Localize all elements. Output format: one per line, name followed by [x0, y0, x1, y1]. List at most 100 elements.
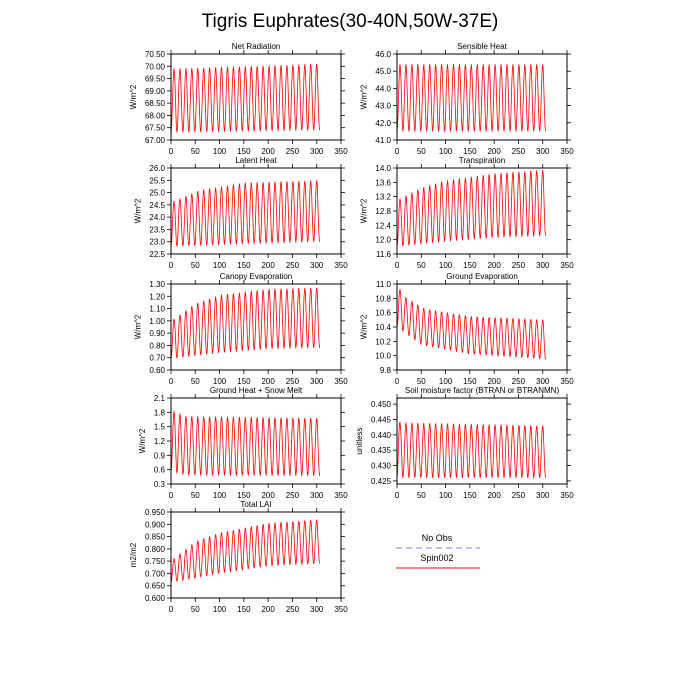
y-axis-label: W/m^2	[134, 314, 143, 339]
x-tick-label: 300	[310, 491, 324, 500]
series-line-spin002	[170, 411, 320, 476]
plot-frame	[396, 397, 568, 485]
x-tick-label: 350	[560, 491, 574, 500]
x-tick-label: 50	[191, 261, 200, 270]
x-tick-label: 150	[237, 147, 251, 156]
x-tick-label: 100	[213, 261, 227, 270]
y-tick-label: 43.0	[375, 102, 391, 111]
x-tick-label: 0	[169, 147, 174, 156]
series-line-spin002	[396, 169, 546, 247]
y-tick-label: 70.50	[145, 50, 166, 59]
series-line-spin002	[396, 421, 546, 478]
x-tick-label: 350	[560, 377, 574, 386]
x-tick-label: 200	[261, 491, 275, 500]
panel-title: Net Radiation	[232, 42, 280, 51]
x-tick-label: 250	[286, 261, 300, 270]
y-tick-label: 0.650	[145, 582, 166, 591]
x-tick-label: 50	[417, 491, 426, 500]
y-tick-label: 0.60	[149, 366, 165, 375]
y-tick-label: 0.750	[145, 557, 166, 566]
x-tick-label: 300	[310, 147, 324, 156]
y-tick-label: 10.2	[375, 337, 391, 346]
x-tick-label: 100	[213, 605, 227, 614]
y-tick-label: 0.850	[145, 533, 166, 542]
x-tick-label: 150	[237, 377, 251, 386]
y-tick-label: 10.0	[375, 352, 391, 361]
y-tick-label: 13.2	[375, 193, 391, 202]
y-axis-label: unitless	[355, 427, 364, 454]
series-line-spin002	[396, 64, 546, 132]
panel-title: Transpiration	[459, 156, 505, 165]
x-tick-label: 0	[169, 491, 174, 500]
x-tick-label: 100	[439, 377, 453, 386]
x-tick-label: 200	[487, 491, 501, 500]
y-tick-label: 0.80	[149, 341, 165, 350]
y-tick-label: 11.6	[376, 250, 392, 259]
series-line-spin002	[170, 287, 320, 359]
panel-2: 0 50 100 150 200 250 300 350 22.5 23.0 23.5 24.0 24.…	[134, 156, 349, 270]
y-tick-label: 25.5	[149, 176, 165, 185]
y-tick-label: 9.8	[380, 366, 392, 375]
x-tick-label: 250	[286, 377, 300, 386]
y-tick-label: 0.450	[371, 400, 392, 409]
x-tick-label: 350	[334, 377, 348, 386]
x-tick-label: 250	[286, 491, 300, 500]
x-tick-label: 200	[261, 605, 275, 614]
x-tick-label: 300	[536, 491, 550, 500]
y-tick-label: 1.20	[149, 292, 165, 301]
plot-frame	[170, 53, 342, 141]
x-tick-label: 350	[334, 605, 348, 614]
y-tick-label: 44.0	[375, 84, 391, 93]
y-tick-label: 0.90	[149, 329, 165, 338]
x-tick-label: 0	[395, 147, 400, 156]
y-tick-label: 67.50	[145, 124, 166, 133]
x-tick-label: 150	[237, 261, 251, 270]
y-tick-label: 1.00	[149, 317, 165, 326]
y-tick-label: 46.0	[375, 50, 391, 59]
series-line-spin002	[396, 289, 546, 360]
panel-title: Ground Evaporation	[446, 272, 518, 281]
x-tick-label: 100	[213, 491, 227, 500]
y-tick-label: 70.00	[145, 62, 166, 71]
panel-8: 0 50 100 150 200 250 300 350 0.600 0.650 0.700 0.75…	[129, 500, 348, 614]
x-tick-label: 0	[395, 377, 400, 386]
y-axis-label: W/m^2	[360, 198, 369, 223]
x-tick-label: 300	[310, 261, 324, 270]
plot-frame	[170, 283, 342, 371]
y-axis-label: W/m^2	[129, 84, 138, 109]
y-tick-label: 42.0	[375, 119, 391, 128]
y-tick-label: 0.800	[145, 545, 166, 554]
y-tick-label: 24.5	[149, 201, 165, 210]
x-tick-label: 50	[191, 377, 200, 386]
legend-label-spin002: Spin002	[420, 553, 453, 563]
panel-title: Total LAI	[240, 500, 271, 509]
legend-label-no-obs: No Obs	[422, 533, 453, 543]
panels: 0 50 100 150 200 250 300 350 67.00 67.50 68.00 68.5…	[129, 42, 574, 614]
y-tick-label: 68.50	[145, 99, 166, 108]
y-tick-label: 45.0	[375, 67, 391, 76]
x-tick-label: 300	[536, 261, 550, 270]
y-tick-label: 14.0	[375, 164, 391, 173]
x-tick-label: 250	[512, 377, 526, 386]
plot-frame	[396, 53, 568, 141]
y-tick-label: 41.0	[375, 136, 391, 145]
x-tick-label: 0	[169, 261, 174, 270]
x-tick-label: 350	[560, 261, 574, 270]
y-tick-label: 0.445	[371, 416, 392, 425]
y-tick-label: 1.30	[149, 280, 165, 289]
x-tick-label: 100	[439, 147, 453, 156]
x-tick-label: 100	[213, 377, 227, 386]
y-tick-label: 68.00	[145, 111, 166, 120]
x-tick-label: 350	[560, 147, 574, 156]
x-tick-label: 350	[334, 491, 348, 500]
y-tick-label: 0.435	[371, 446, 392, 455]
y-tick-label: 0.9	[154, 451, 166, 460]
figure-title: Tigris Euphrates(30-40N,50W-37E)	[202, 11, 499, 32]
y-tick-label: 0.430	[371, 462, 392, 471]
y-axis-label: m2/m2	[129, 542, 138, 567]
plot-frame	[170, 511, 342, 599]
legend: No Obs Spin002	[396, 533, 480, 569]
y-tick-label: 69.50	[145, 75, 166, 84]
y-axis-label: W/m^2	[138, 428, 147, 453]
